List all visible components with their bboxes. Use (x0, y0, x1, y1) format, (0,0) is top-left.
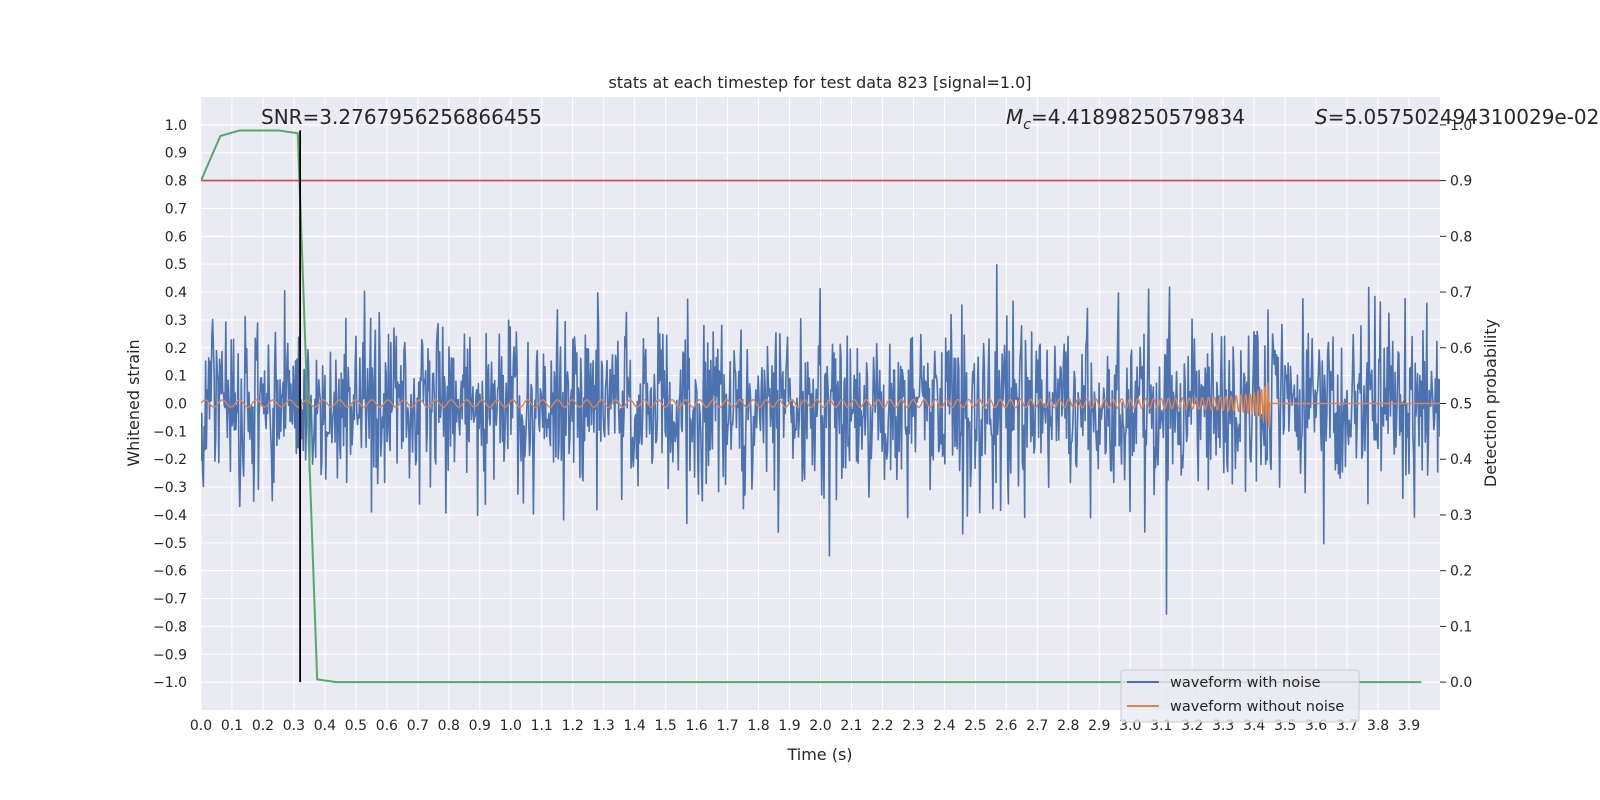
x-tick-label: 2.9 (1088, 718, 1110, 734)
y-tick-label: −0.3 (153, 480, 187, 496)
x-tick-label: 0.1 (221, 718, 243, 734)
legend-box (1120, 669, 1360, 723)
clean-series-line (201, 381, 1440, 428)
y-right-tick-label: 0.8 (1450, 229, 1472, 245)
x-tick-label: 1.0 (500, 718, 522, 734)
chirp-mass-annotation: Mc=4.41898250579834 (1006, 105, 1245, 133)
x-tick-label: 1.2 (562, 718, 584, 734)
x-tick-label: 2.5 (964, 718, 986, 734)
probability-series-line (201, 129, 1422, 684)
y-right-tick-label: 0.5 (1450, 397, 1472, 413)
x-tick-label: 1.3 (593, 718, 615, 734)
y-tick-label: −0.4 (153, 508, 187, 524)
s-annotation: S=5.057502494310029e-02 (1315, 105, 1599, 129)
x-tick-label: 3.9 (1398, 718, 1420, 734)
x-tick-label: 0.2 (252, 718, 274, 734)
y-tick-label: 1.0 (165, 118, 187, 134)
s-value: =5.057502494310029e-02 (1328, 105, 1600, 129)
x-tick-label: 1.4 (624, 718, 646, 734)
x-tick-label: 2.1 (840, 718, 862, 734)
snr-annotation: SNR=3.2767956256866455 (261, 105, 542, 129)
y-tick-label: 0.6 (165, 229, 187, 245)
x-tick-label: 0.4 (314, 718, 336, 734)
y-tick-label: 0.7 (165, 201, 187, 217)
x-tick-label: 2.6 (995, 718, 1017, 734)
y-right-tick-label: 0.4 (1450, 452, 1472, 468)
x-tick-label: 1.9 (778, 718, 800, 734)
x-tick-label: 2.2 (871, 718, 893, 734)
x-tick-label: 0.3 (283, 718, 305, 734)
x-tick-label: 0.6 (376, 718, 398, 734)
x-tick-label: 2.7 (1026, 718, 1048, 734)
x-tick-label: 0.5 (345, 718, 367, 734)
y-tick-label: 0.1 (165, 369, 187, 385)
legend-label-clean: waveform without noise (1170, 699, 1344, 715)
y-right-tick-label: 0.7 (1450, 285, 1472, 301)
y-tick-label: 0.8 (165, 174, 187, 190)
right-axis: 1.0 0.9 0.8 0.7 0.6 0.5 0.4 0.3 0.2 0.1 0.0 (1440, 118, 1472, 691)
x-tick-label: 0.0 (190, 718, 212, 734)
y-tick-label: 0.5 (165, 257, 187, 273)
x-tick-label: 1.7 (716, 718, 738, 734)
x-tick-label: 0.7 (407, 718, 429, 734)
y-right-tick-label: 0.0 (1450, 675, 1472, 691)
legend-label-noise: waveform with noise (1170, 675, 1321, 691)
x-tick-label: 0.8 (438, 718, 460, 734)
y-tick-label: −0.1 (153, 424, 187, 440)
y-tick-label: 0.4 (165, 285, 187, 301)
y-axis: 1.0 0.9 0.8 0.7 0.6 0.5 0.4 0.3 0.2 0.1 0.0 −0.1 −0.… (153, 118, 187, 691)
y-tick-label: −0.2 (153, 452, 187, 468)
x-tick-label: 2.0 (809, 718, 831, 734)
y-right-tick-label: 0.3 (1450, 508, 1472, 524)
y-tick-label: −0.5 (153, 536, 187, 552)
y-right-tick-label: 0.9 (1450, 174, 1472, 190)
x-tick-label: 2.8 (1057, 718, 1079, 734)
y-tick-label: −0.9 (153, 647, 187, 663)
y-tick-label: 0.3 (165, 313, 187, 329)
x-tick-label: 1.8 (747, 718, 769, 734)
y-right-tick-label: 0.2 (1450, 564, 1472, 580)
x-tick-label: 3.8 (1367, 718, 1389, 734)
chirp-mass-value: =4.41898250579834 (1031, 105, 1245, 129)
y-tick-label: 0.0 (165, 397, 187, 413)
y-right-axis-label: Detection probability (1481, 319, 1500, 487)
y-axis-label: Whitened strain (124, 339, 143, 466)
chirp-mass-symbol: M (1006, 105, 1023, 129)
y-tick-label: −1.0 (153, 675, 187, 691)
x-tick-label: 0.9 (469, 718, 491, 734)
series-layer (201, 129, 1440, 684)
y-right-tick-label: 0.1 (1450, 619, 1472, 635)
y-tick-label: 0.2 (165, 341, 187, 357)
s-symbol: S (1315, 105, 1328, 129)
chart-title: stats at each timestep for test data 823… (608, 73, 1031, 92)
chirp-mass-subscript: c (1023, 117, 1031, 133)
x-tick-label: 1.5 (654, 718, 676, 734)
y-tick-label: −0.8 (153, 619, 187, 635)
x-tick-label: 2.4 (933, 718, 955, 734)
y-tick-label: 0.9 (165, 146, 187, 162)
x-axis-label: Time (s) (786, 745, 852, 764)
x-tick-label: 2.3 (902, 718, 924, 734)
y-tick-label: −0.7 (153, 592, 187, 608)
y-right-tick-label: 0.6 (1450, 341, 1472, 357)
y-tick-label: −0.6 (153, 564, 187, 580)
noise-series-line (201, 263, 1440, 615)
y-right-tick-label: 1.0 (1450, 118, 1472, 134)
x-tick-label: 1.1 (531, 718, 553, 734)
legend: waveform with noise waveform without noi… (1120, 669, 1360, 723)
x-tick-label: 1.6 (685, 718, 707, 734)
